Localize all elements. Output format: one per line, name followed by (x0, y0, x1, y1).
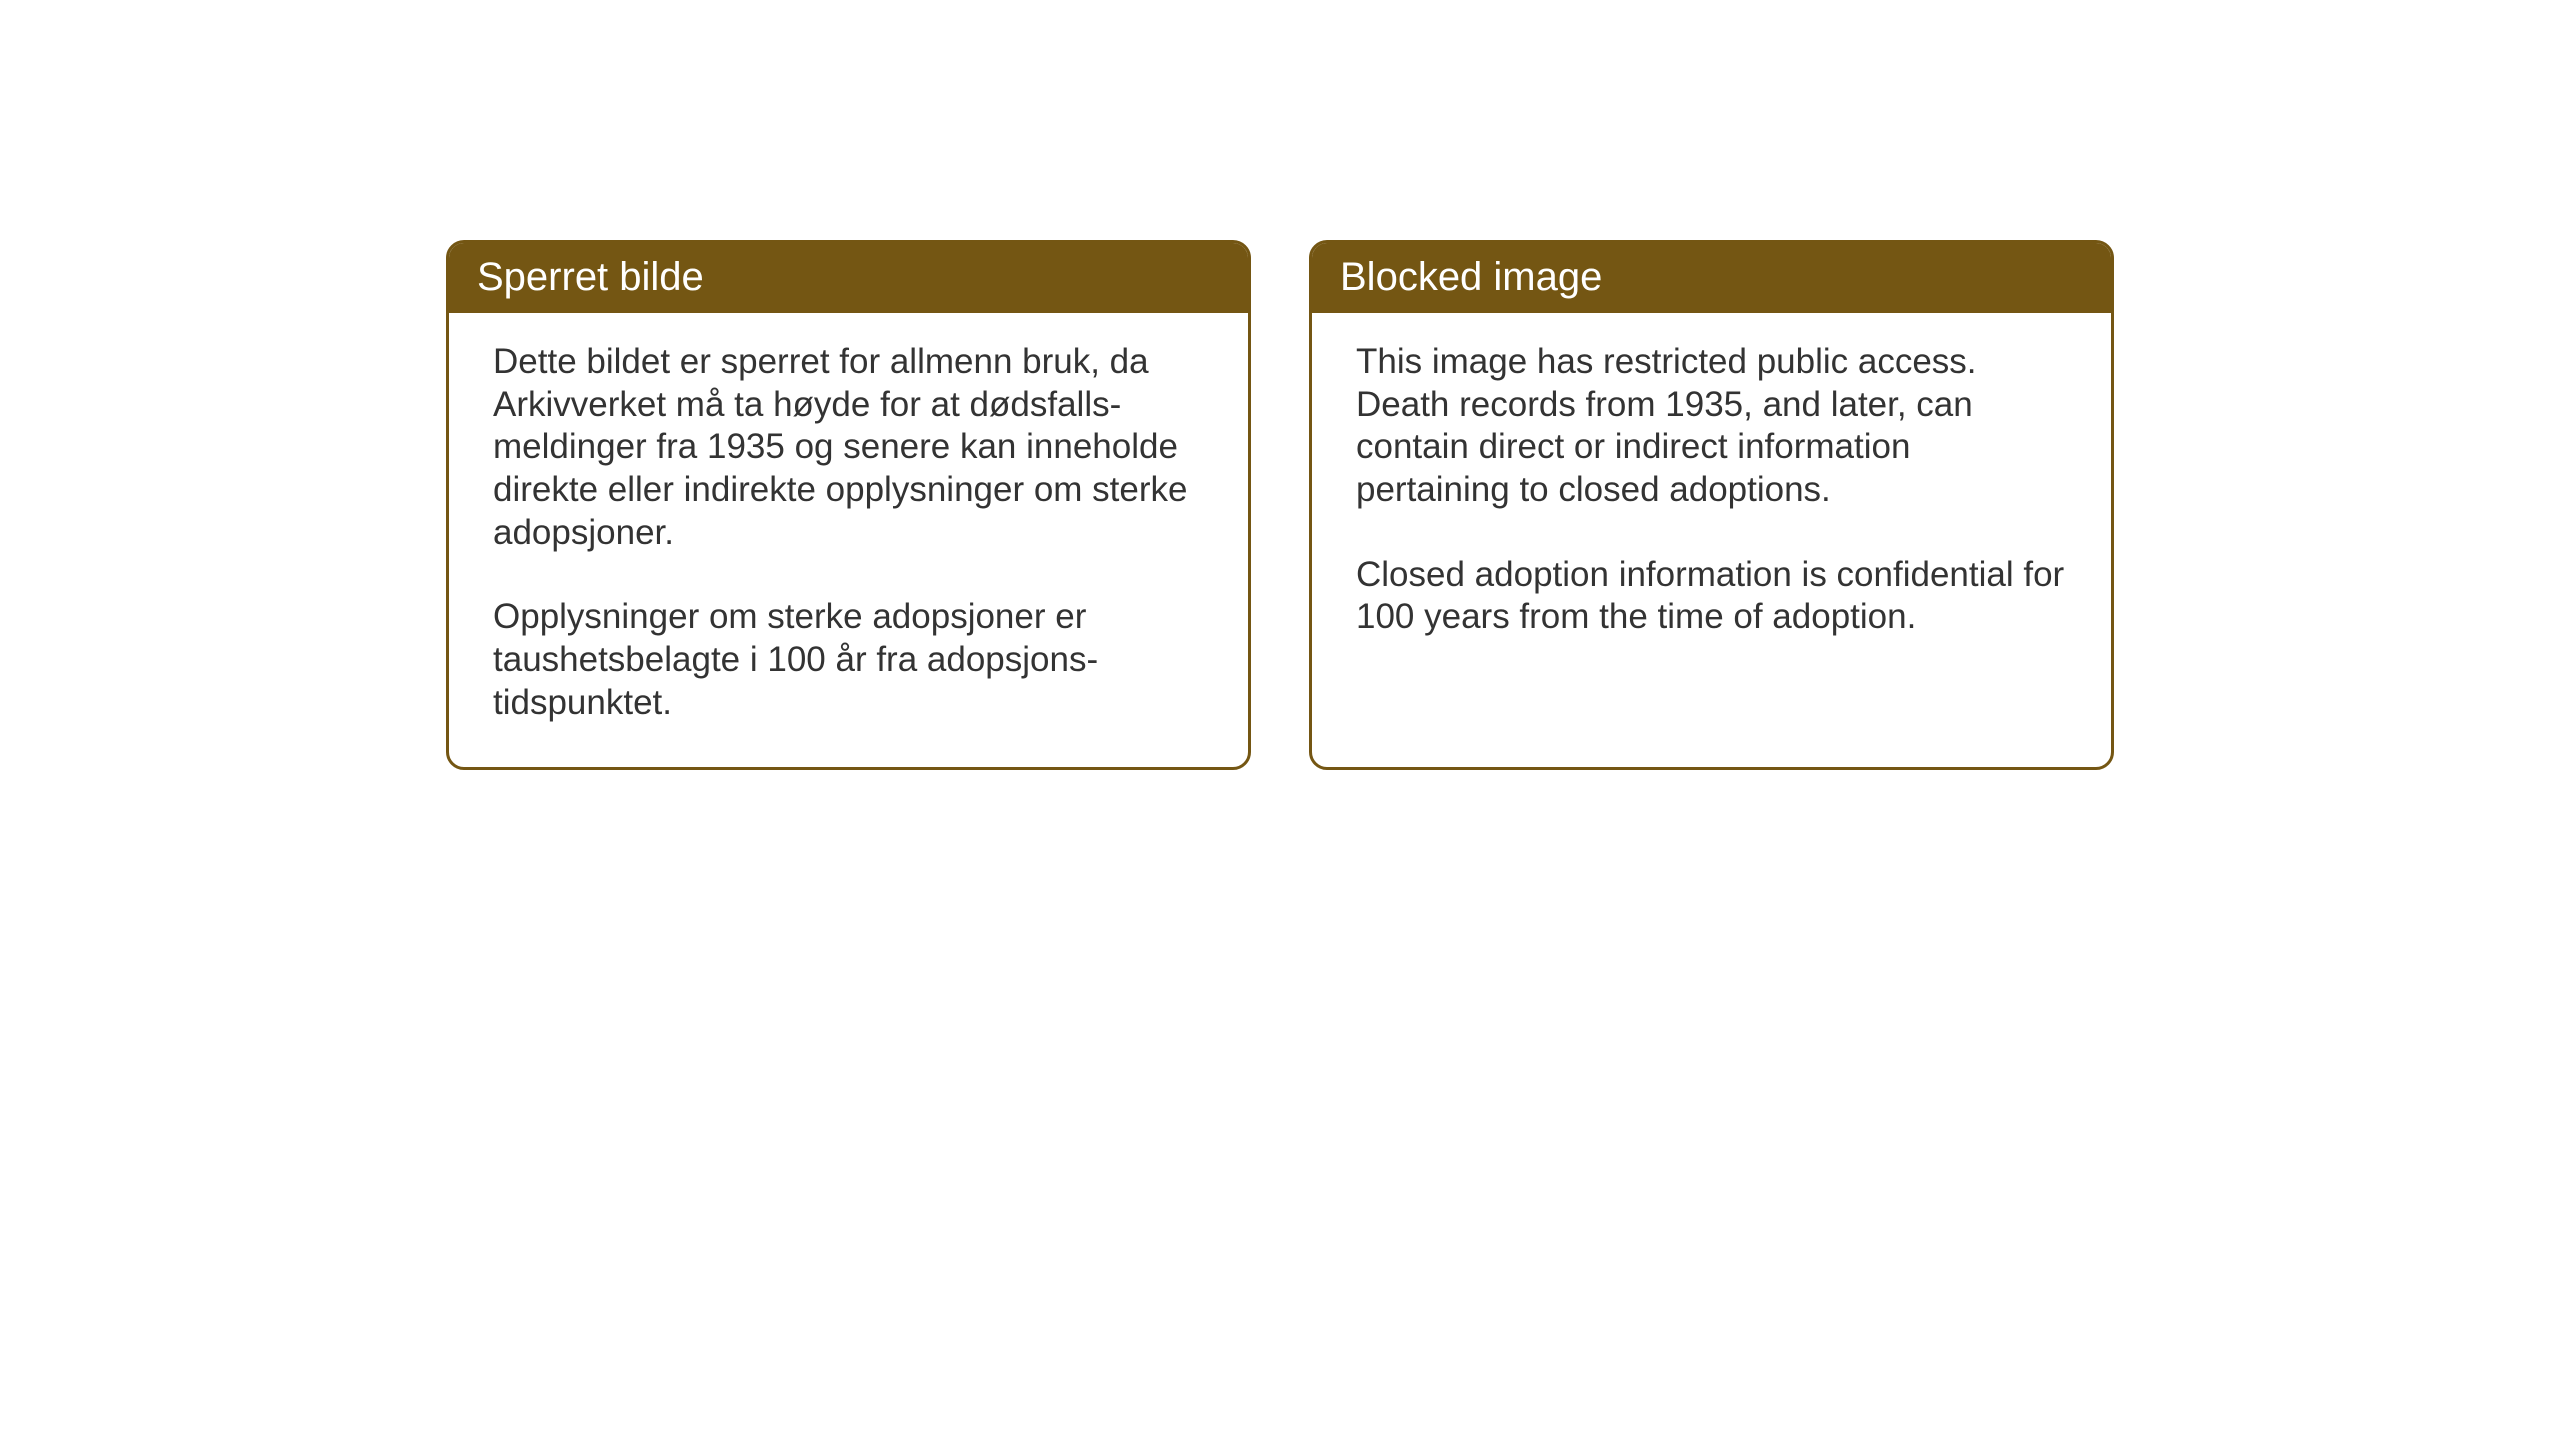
notice-paragraph-1-norwegian: Dette bildet er sperret for allmenn bruk… (493, 341, 1204, 554)
notice-paragraph-2-norwegian: Opplysninger om sterke adopsjoner er tau… (493, 596, 1204, 724)
notice-card-body-norwegian: Dette bildet er sperret for allmenn bruk… (449, 313, 1248, 767)
notice-cards-container: Sperret bilde Dette bildet er sperret fo… (446, 240, 2114, 770)
notice-card-body-english: This image has restricted public access.… (1312, 313, 2111, 737)
notice-card-title-norwegian: Sperret bilde (449, 243, 1248, 313)
notice-paragraph-1-english: This image has restricted public access.… (1356, 341, 2067, 512)
notice-card-english: Blocked image This image has restricted … (1309, 240, 2114, 770)
notice-paragraph-2-english: Closed adoption information is confident… (1356, 554, 2067, 639)
notice-card-title-english: Blocked image (1312, 243, 2111, 313)
notice-card-norwegian: Sperret bilde Dette bildet er sperret fo… (446, 240, 1251, 770)
